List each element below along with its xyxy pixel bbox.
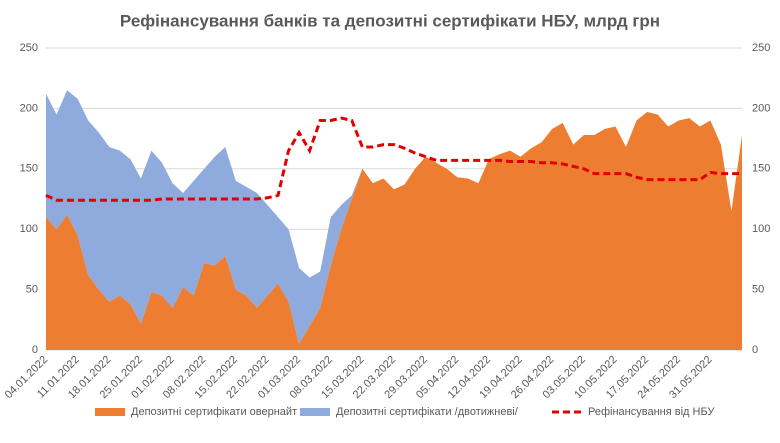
- y-tick-label: 200: [20, 102, 38, 114]
- legend-swatch: [300, 408, 330, 416]
- line: [45, 116, 742, 202]
- legend-label: Рефінансування від НБУ: [588, 406, 715, 418]
- area: [46, 90, 742, 344]
- y-tick-label: 150: [20, 163, 38, 175]
- legend-label: Депозитні сертифікати /двотижневі/: [336, 406, 519, 418]
- y2-tick-label: 100: [752, 223, 770, 235]
- chart-title: Рефінансування банків та депозитні серти…: [120, 11, 660, 30]
- y2-tick-label: 0: [752, 344, 758, 356]
- area: [46, 112, 742, 350]
- legend-label: Депозитні сертифікати овернайт: [131, 406, 297, 418]
- y2-tick-label: 250: [752, 42, 770, 54]
- y2-tick-label: 200: [752, 102, 770, 114]
- y2-tick-label: 150: [752, 163, 770, 175]
- y-tick-label: 50: [26, 284, 38, 296]
- y-tick-label: 100: [20, 223, 38, 235]
- legend-swatch: [95, 408, 125, 416]
- y2-tick-label: 50: [752, 284, 764, 296]
- y-tick-label: 250: [20, 42, 38, 54]
- y-tick-label: 0: [32, 344, 38, 356]
